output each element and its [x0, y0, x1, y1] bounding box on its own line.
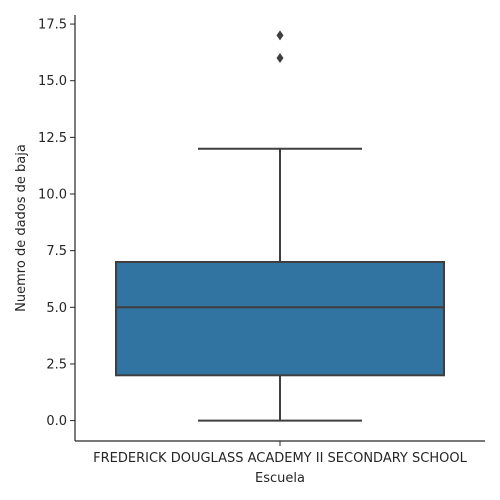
- plot-area: [115, 30, 445, 422]
- y-tick-label: 5.0: [46, 301, 67, 316]
- outlier-point: [276, 53, 284, 64]
- iqr-box: [115, 260, 445, 377]
- y-tick-label: 12.5: [38, 131, 67, 146]
- y-tick-label: 17.5: [38, 18, 67, 33]
- outlier-point: [276, 30, 284, 41]
- y-tick-label: 10.0: [38, 188, 67, 203]
- y-tick-label: 2.5: [46, 357, 67, 372]
- y-tick-label: 0.0: [46, 414, 67, 429]
- y-tick-label: 7.5: [46, 244, 67, 259]
- y-tick-label: 15.0: [38, 74, 67, 89]
- x-axis: FREDERICK DOUGLASS ACADEMY II SECONDARY …: [75, 440, 485, 466]
- y-axis-label: Nuemro de dados de baja: [14, 144, 29, 312]
- y-axis: 0.0 2.5 5.0 7.5 10.0 12.5 15.0 17.5: [38, 15, 76, 441]
- x-axis-label: Escuela: [255, 471, 305, 486]
- x-tick-label: FREDERICK DOUGLASS ACADEMY II SECONDARY …: [93, 451, 467, 466]
